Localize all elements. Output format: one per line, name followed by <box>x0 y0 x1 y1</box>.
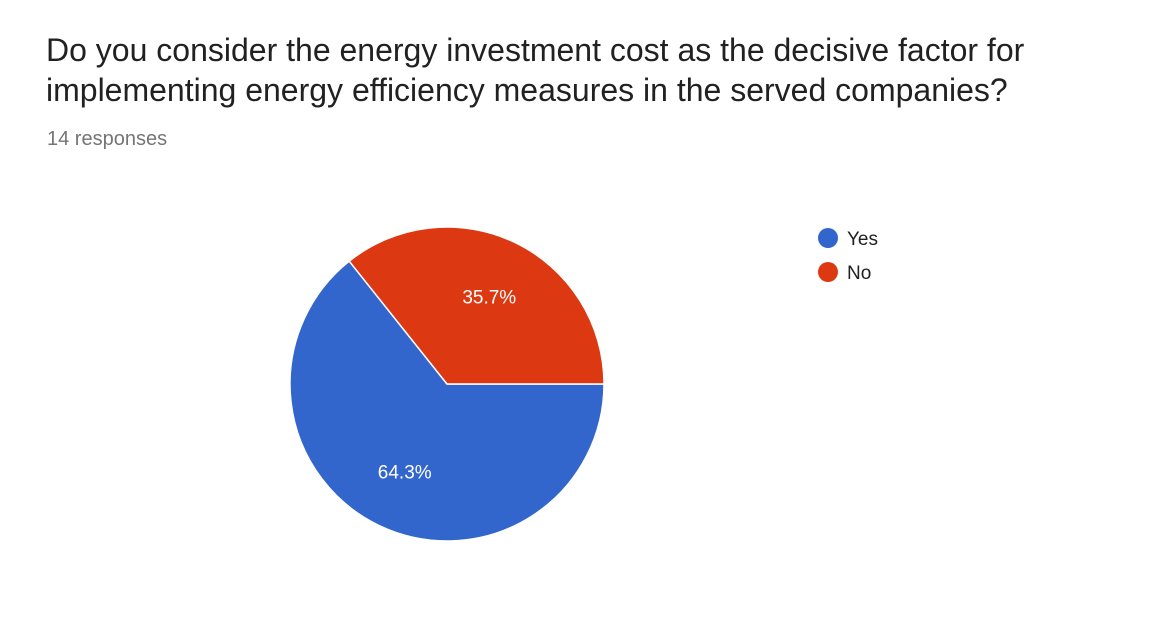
legend-label-yes: Yes <box>847 229 878 250</box>
legend-marker-no <box>818 262 838 282</box>
pie-slice-no <box>348 226 605 385</box>
pie-slice-labels: 64.3% 35.7% <box>378 287 517 483</box>
pie-slices <box>289 226 605 542</box>
response-count: 14 responses <box>47 128 168 150</box>
pie-slice-yes <box>289 260 605 542</box>
chart-legend: Yes No <box>818 228 878 284</box>
legend-marker-yes <box>818 228 838 248</box>
slice-label-no: 35.7% <box>462 287 516 308</box>
legend-label-no: No <box>847 263 871 284</box>
question-title: Do you consider the energy investment co… <box>46 32 1025 108</box>
slice-label-yes: 64.3% <box>378 463 432 484</box>
